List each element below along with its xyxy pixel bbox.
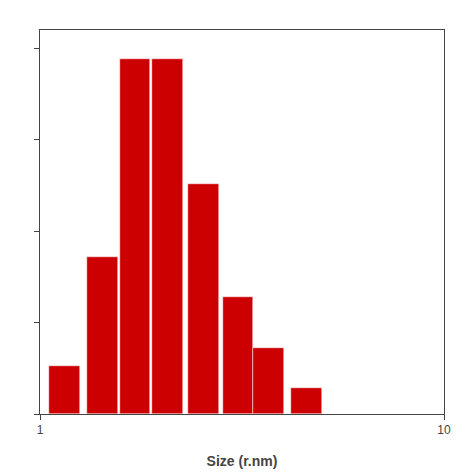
svg-text:1: 1 xyxy=(37,423,44,437)
svg-text:Size (r.nm): Size (r.nm) xyxy=(207,453,278,469)
svg-text:10: 10 xyxy=(437,423,451,437)
